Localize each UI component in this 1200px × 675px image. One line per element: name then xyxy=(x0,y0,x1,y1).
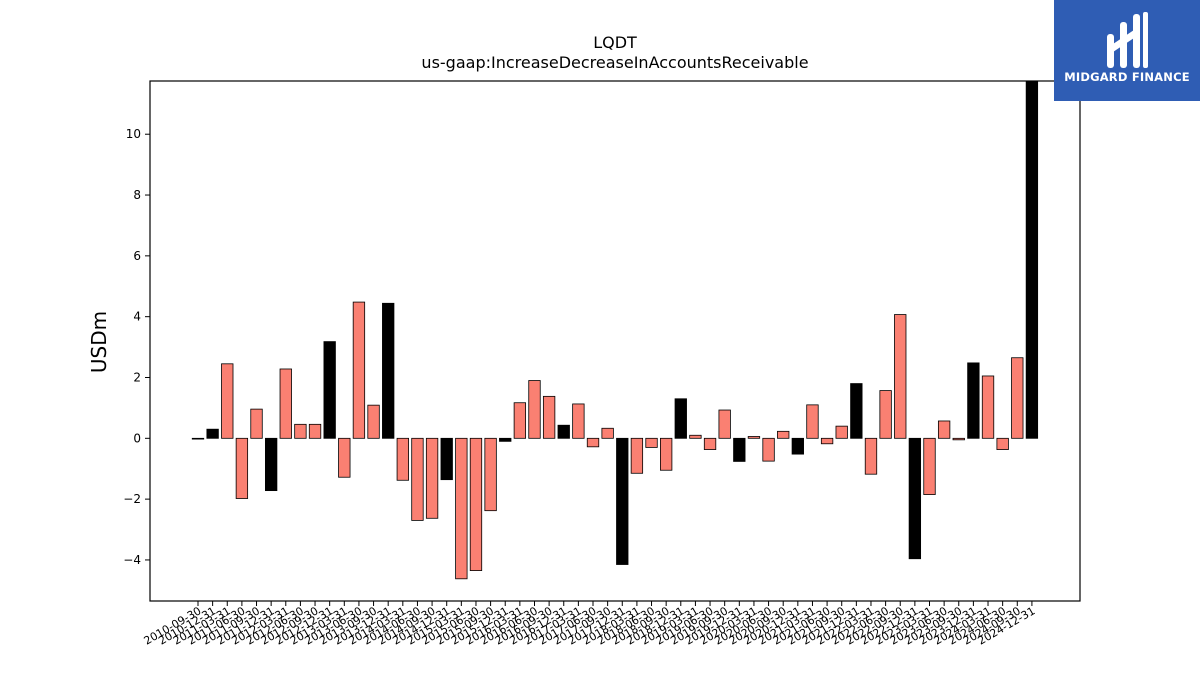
x-axis-ticks: 2010-09-302010-12-312011-03-312011-06-30… xyxy=(142,601,1037,648)
bar xyxy=(1011,357,1024,439)
bar xyxy=(879,390,892,439)
bar xyxy=(820,437,834,445)
bar xyxy=(572,403,585,439)
bar xyxy=(221,363,234,439)
bar xyxy=(630,437,644,474)
y-axis-label: USDm xyxy=(87,311,111,373)
bar xyxy=(323,341,336,439)
y-tick-label: 0 xyxy=(133,431,141,445)
bar xyxy=(528,380,541,439)
y-tick-label: −2 xyxy=(123,492,141,506)
bar xyxy=(660,437,673,471)
brand-name: MIDGARD FINANCE xyxy=(1064,70,1190,84)
bar xyxy=(718,409,731,439)
bar xyxy=(542,395,556,439)
bar xyxy=(440,437,453,481)
bar xyxy=(557,424,570,439)
bar xyxy=(850,383,863,439)
bar xyxy=(762,437,775,462)
y-tick-label: 10 xyxy=(126,127,141,141)
bar xyxy=(250,408,263,439)
brand-logo: MIDGARD FINANCE xyxy=(1054,0,1200,101)
bar xyxy=(747,436,761,439)
bar xyxy=(294,423,307,439)
bar xyxy=(981,375,995,439)
y-tick-label: 4 xyxy=(133,310,141,324)
bar xyxy=(206,428,219,439)
y-tick-label: 6 xyxy=(133,249,141,263)
bar xyxy=(967,362,980,439)
bar xyxy=(352,301,366,439)
bar xyxy=(396,437,409,481)
bar xyxy=(411,437,424,521)
bar xyxy=(996,437,1009,450)
bar xyxy=(455,437,468,580)
bar xyxy=(264,437,278,492)
bar xyxy=(601,427,614,439)
midgard-logo-icon xyxy=(1107,12,1148,68)
plot-frame xyxy=(149,80,1081,602)
bars xyxy=(191,80,1039,580)
chart-title: LQDT xyxy=(593,33,637,52)
y-tick-label: 8 xyxy=(133,188,141,202)
bar xyxy=(645,437,658,448)
bar xyxy=(703,437,717,450)
bar xyxy=(1025,80,1039,439)
bar xyxy=(425,437,439,519)
y-tick-label: −4 xyxy=(123,553,141,567)
chart-subtitle: us-gaap:IncreaseDecreaseInAccountsReceiv… xyxy=(421,53,808,72)
bar xyxy=(894,314,907,439)
bar xyxy=(191,437,205,440)
bar xyxy=(777,430,790,439)
bar xyxy=(338,437,351,478)
bar xyxy=(586,437,600,448)
y-axis-ticks: −4 −2 0 2 4 6 8 10 xyxy=(123,127,150,567)
y-tick-label: 2 xyxy=(133,370,141,384)
bar xyxy=(937,420,951,439)
bar xyxy=(791,437,804,455)
bar xyxy=(616,437,629,565)
bar xyxy=(733,437,746,462)
bar xyxy=(674,398,687,439)
bar xyxy=(499,437,512,442)
bar xyxy=(382,302,395,439)
bar xyxy=(806,404,819,439)
bar xyxy=(513,402,527,439)
bar xyxy=(908,437,922,560)
bar xyxy=(952,437,965,441)
bar xyxy=(864,437,878,475)
bar xyxy=(279,368,292,439)
bar xyxy=(235,437,249,499)
bar xyxy=(308,423,322,439)
bar xyxy=(484,437,497,512)
bar xyxy=(469,437,483,571)
bar xyxy=(367,404,380,439)
bar xyxy=(923,437,936,495)
bar xyxy=(689,434,702,439)
bar xyxy=(835,425,848,439)
